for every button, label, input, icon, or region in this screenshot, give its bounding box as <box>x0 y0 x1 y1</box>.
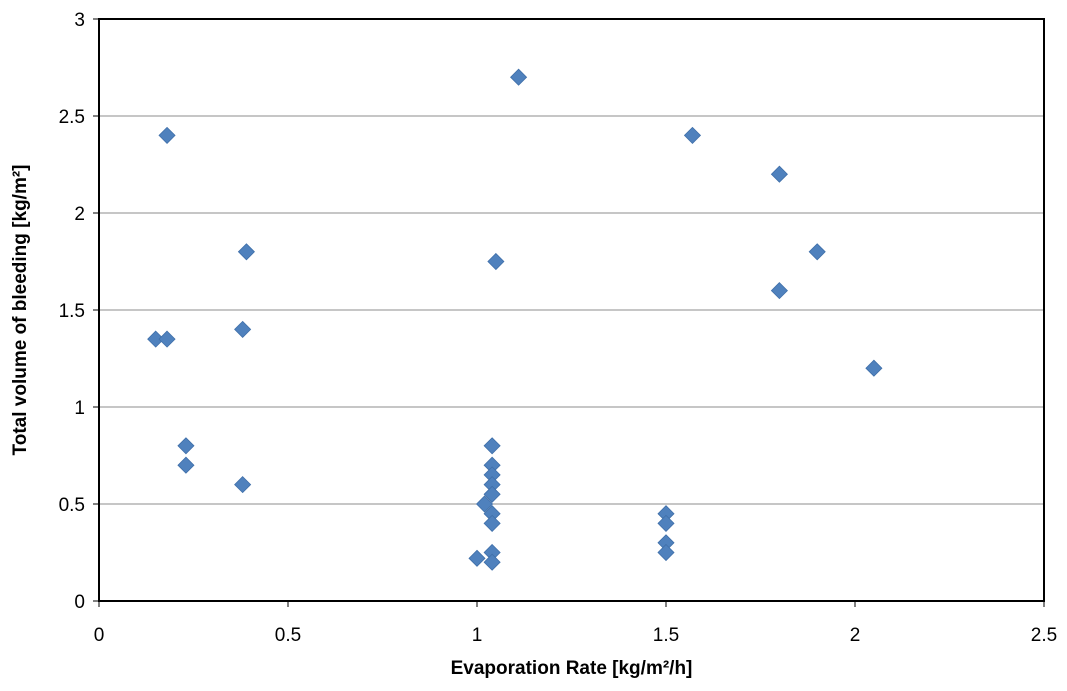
y-tick-label: 0.5 <box>59 495 85 516</box>
data-point <box>487 252 505 271</box>
data-point <box>483 553 501 571</box>
data-point <box>483 485 501 503</box>
data-point <box>468 549 486 567</box>
gridlines <box>99 115 1044 505</box>
data-point <box>657 514 675 532</box>
data-point <box>483 514 501 532</box>
data-point <box>234 320 252 338</box>
data-points <box>147 68 883 571</box>
data-point <box>865 359 883 377</box>
y-axis-title: Total volume of bleeding [kg/m²] <box>10 165 31 456</box>
y-tick-label: 2.5 <box>59 107 85 128</box>
y-tick-label: 2 <box>74 204 85 225</box>
y-tick-label: 0 <box>74 592 85 613</box>
data-point <box>177 456 195 474</box>
data-point <box>237 243 255 261</box>
data-point <box>510 68 528 86</box>
data-point <box>770 282 788 300</box>
data-point <box>683 126 702 144</box>
y-tick-label: 3 <box>74 10 85 31</box>
y-tick-label: 1 <box>74 398 85 419</box>
data-point <box>177 437 195 455</box>
data-point <box>657 543 675 562</box>
x-tick-label: 0 <box>94 625 105 646</box>
data-point <box>770 165 788 183</box>
data-point <box>808 243 826 261</box>
x-tick-label: 1.5 <box>653 625 679 646</box>
x-tick-label: 0.5 <box>275 625 301 646</box>
data-point <box>234 476 252 494</box>
x-axis-title: Evaporation Rate [kg/m²/h] <box>451 658 693 679</box>
x-tick-label: 2 <box>850 625 861 646</box>
data-point <box>475 495 494 513</box>
axis-ticks: 0 0.5 1 1.5 2 2.5 3 0 0.5 1 1.5 2 2.5 <box>59 10 1058 646</box>
x-tick-label: 1 <box>472 625 483 646</box>
y-tick-label: 1.5 <box>59 301 85 322</box>
data-point <box>158 126 176 144</box>
data-point <box>483 437 501 455</box>
data-point <box>147 330 165 348</box>
data-point <box>158 330 176 348</box>
x-tick-label: 2.5 <box>1031 625 1057 646</box>
